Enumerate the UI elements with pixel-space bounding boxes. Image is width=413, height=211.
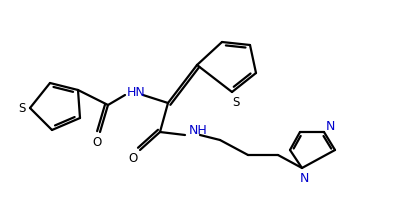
Text: S: S <box>232 96 239 108</box>
Text: S: S <box>18 101 26 115</box>
Text: N: N <box>299 172 308 184</box>
Text: O: O <box>128 151 137 165</box>
Text: O: O <box>92 137 101 150</box>
Text: NH: NH <box>188 124 207 138</box>
Text: HN: HN <box>126 85 145 99</box>
Text: N: N <box>325 119 334 133</box>
